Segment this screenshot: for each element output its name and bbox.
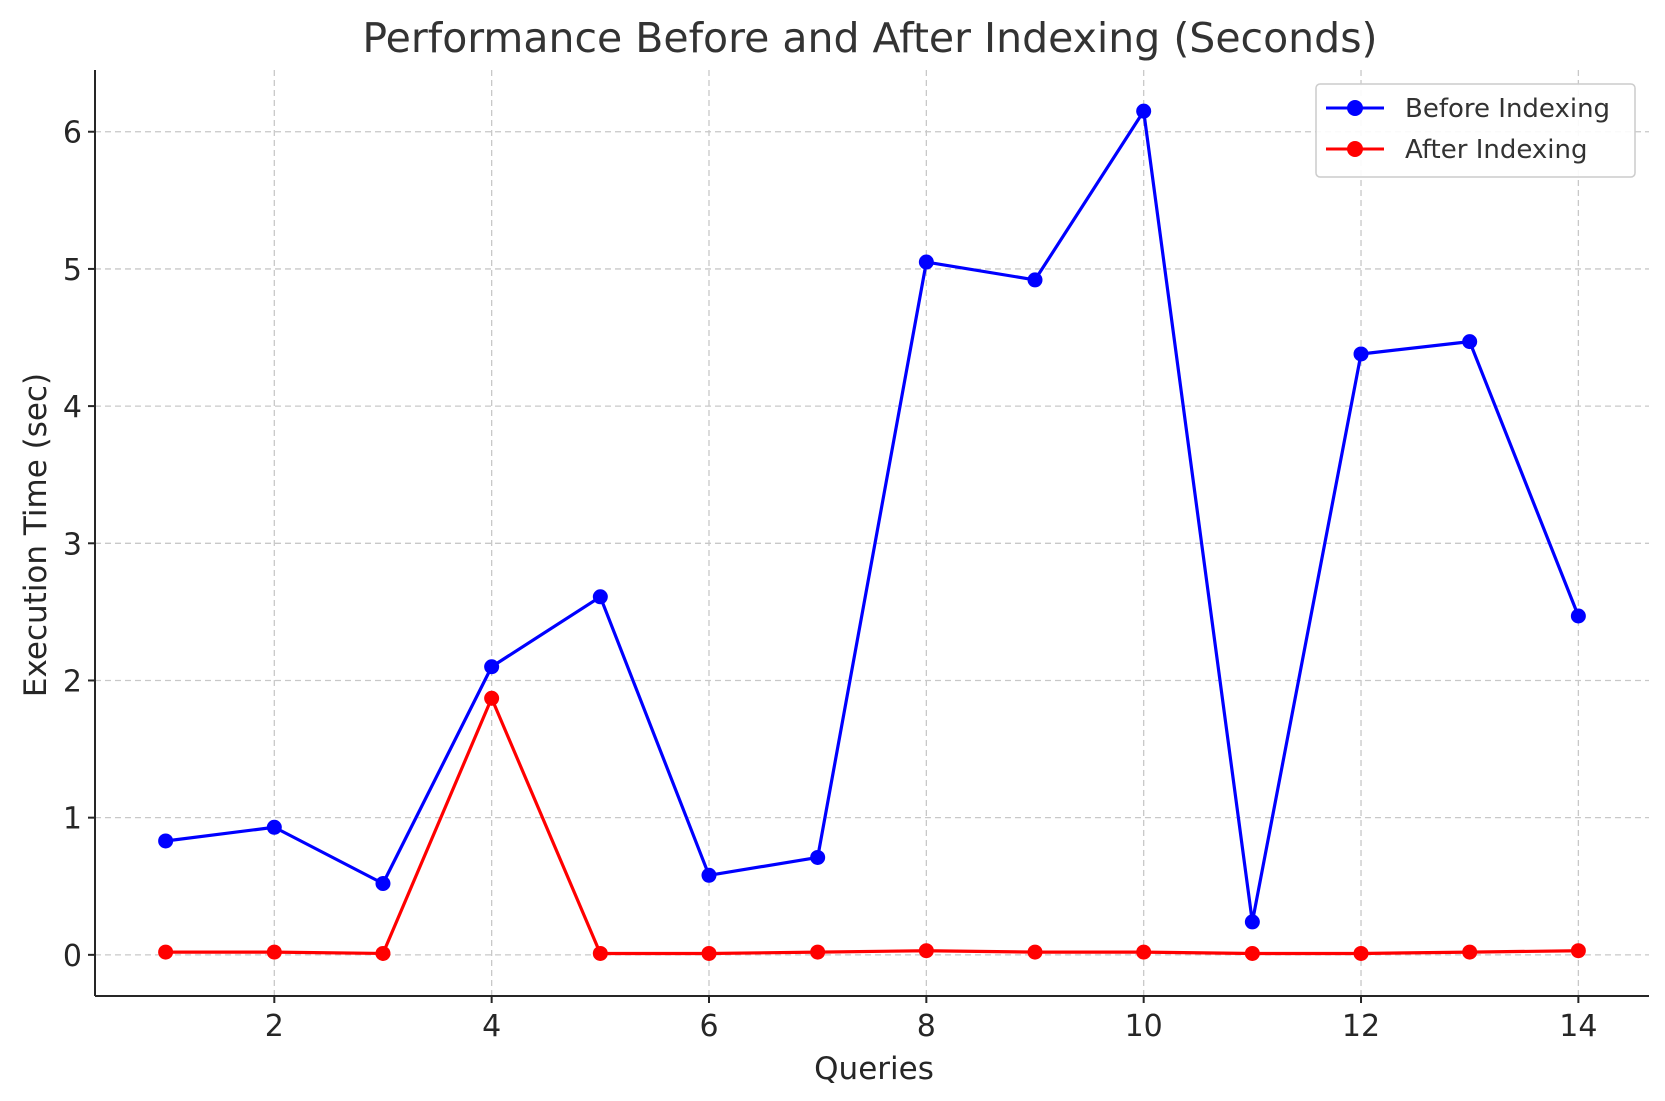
data-point-before-indexing bbox=[1353, 346, 1369, 362]
data-point-after-indexing bbox=[810, 944, 826, 960]
data-point-before-indexing bbox=[1136, 103, 1152, 119]
data-point-before-indexing bbox=[918, 254, 934, 270]
series-line-after-indexing bbox=[165, 696, 1579, 956]
x-tick-label: 12 bbox=[1342, 1009, 1380, 1044]
y-tick-label: 5 bbox=[63, 253, 82, 288]
data-point-before-indexing bbox=[1462, 334, 1478, 350]
data-point-after-indexing bbox=[592, 945, 608, 961]
x-tick-label: 14 bbox=[1559, 1009, 1597, 1044]
data-point-before-indexing bbox=[158, 833, 174, 849]
data-point-after-indexing bbox=[1353, 945, 1369, 961]
data-point-after-indexing bbox=[1027, 944, 1043, 960]
data-point-before-indexing bbox=[592, 589, 608, 605]
series-line-before-indexing bbox=[165, 109, 1580, 924]
x-axis-label: Queries bbox=[814, 1051, 934, 1087]
data-point-after-indexing bbox=[1244, 945, 1260, 961]
x-tick-label: 6 bbox=[699, 1009, 718, 1044]
x-tick-label: 2 bbox=[265, 1009, 284, 1044]
y-tick-label: 6 bbox=[63, 116, 82, 151]
y-tick-label: 3 bbox=[63, 527, 82, 562]
legend-marker-after-indexing bbox=[1347, 141, 1363, 157]
data-point-before-indexing bbox=[701, 867, 717, 883]
data-point-after-indexing bbox=[484, 690, 500, 706]
series-layer bbox=[158, 103, 1586, 961]
data-point-after-indexing bbox=[375, 945, 391, 961]
data-point-after-indexing bbox=[158, 944, 174, 960]
data-point-before-indexing bbox=[810, 849, 826, 865]
data-point-after-indexing bbox=[1136, 944, 1152, 960]
legend-label-after-indexing: After Indexing bbox=[1405, 135, 1587, 165]
data-point-before-indexing bbox=[266, 819, 282, 835]
data-point-after-indexing bbox=[266, 944, 282, 960]
grid-lines bbox=[95, 70, 1649, 996]
legend-label-before-indexing: Before Indexing bbox=[1405, 94, 1610, 124]
chart-title: Performance Before and After Indexing (S… bbox=[362, 14, 1377, 62]
data-point-before-indexing bbox=[1244, 914, 1260, 930]
y-tick-label: 4 bbox=[63, 390, 82, 425]
data-point-before-indexing bbox=[484, 659, 500, 675]
legend-box bbox=[1315, 83, 1636, 178]
x-tick-label: 10 bbox=[1125, 1009, 1163, 1044]
data-point-after-indexing bbox=[1462, 944, 1478, 960]
legend-marker-before-indexing bbox=[1347, 100, 1363, 116]
y-tick-label: 2 bbox=[63, 664, 82, 699]
data-point-after-indexing bbox=[918, 943, 934, 959]
x-tick-label: 8 bbox=[917, 1009, 936, 1044]
data-point-after-indexing bbox=[701, 945, 717, 961]
y-axis-label: Execution Time (sec) bbox=[18, 373, 54, 697]
data-point-before-indexing bbox=[1027, 272, 1043, 288]
y-tick-label: 0 bbox=[63, 939, 82, 974]
y-tick-label: 1 bbox=[63, 802, 82, 837]
x-tick-label: 4 bbox=[482, 1009, 501, 1044]
data-point-before-indexing bbox=[375, 876, 391, 892]
data-point-before-indexing bbox=[1570, 608, 1586, 624]
data-point-after-indexing bbox=[1570, 943, 1586, 959]
legend: Before Indexing After Indexing bbox=[1315, 83, 1636, 178]
